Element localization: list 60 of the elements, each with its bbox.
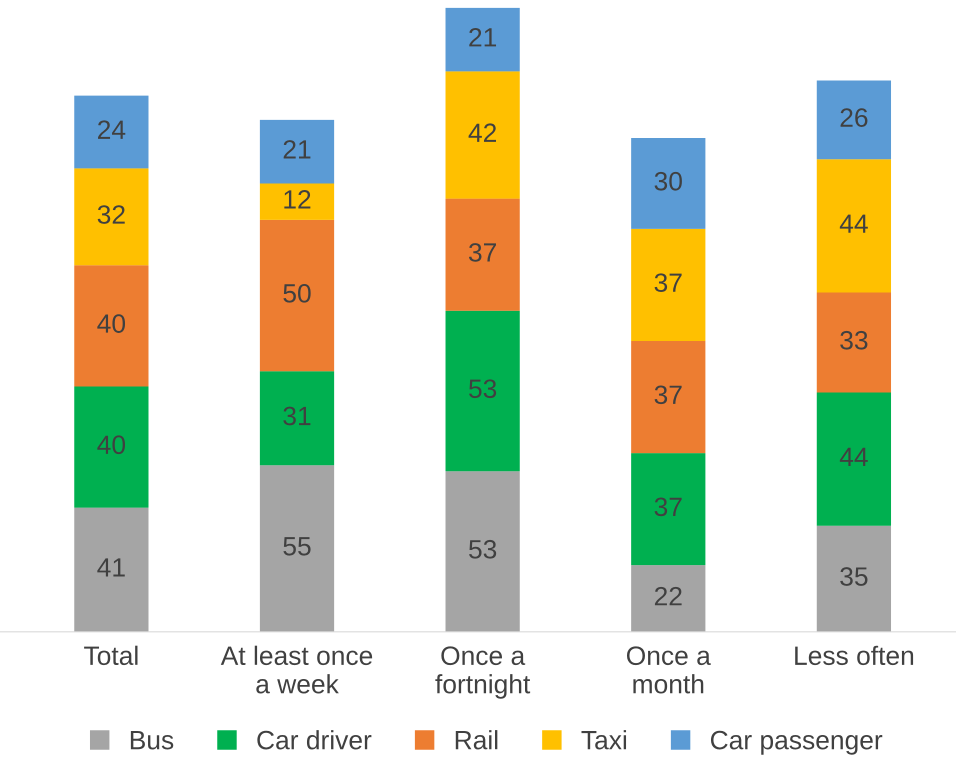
data-label: 24 [98, 120, 126, 139]
data-label: 55 [283, 537, 311, 556]
data-label: 53 [469, 379, 496, 398]
bar [446, 8, 520, 72]
bar [816, 292, 892, 392]
bar [631, 565, 706, 632]
data-label: 21 [469, 28, 496, 46]
bar [74, 386, 149, 508]
bar [74, 265, 149, 386]
data-label: 37 [654, 498, 682, 516]
x-tick-label: Total [84, 646, 138, 666]
bar [260, 120, 334, 184]
data-label: 37 [654, 385, 682, 404]
data-label: 50 [283, 284, 311, 303]
legend-label: Taxi [581, 730, 626, 750]
data-label: 44 [840, 214, 868, 233]
data-label: 44 [840, 448, 868, 466]
data-label: 42 [468, 123, 496, 142]
data-label: 53 [469, 540, 496, 559]
bar [446, 471, 520, 632]
data-label: 31 [283, 406, 310, 426]
bar [74, 168, 149, 266]
bar [631, 138, 706, 229]
data-label: 22 [654, 586, 682, 606]
bar [260, 465, 334, 632]
bar [260, 220, 334, 372]
bar [631, 228, 706, 342]
bar [446, 198, 520, 311]
data-label: 12 [284, 190, 310, 208]
data-label: 40 [97, 314, 126, 333]
x-tick-label: Once a month [626, 646, 711, 694]
bar [446, 310, 520, 472]
bar [260, 183, 334, 220]
x-tick-label: Less often [795, 646, 914, 666]
bar [446, 71, 520, 199]
data-label: 32 [98, 205, 125, 224]
bar [816, 159, 892, 293]
bar [260, 371, 334, 466]
x-tick-label: Once a fortnight [435, 646, 530, 699]
bar [631, 341, 706, 454]
data-label: 40 [97, 435, 126, 454]
bar [74, 96, 149, 168]
data-label: 33 [840, 330, 868, 350]
bar [74, 508, 149, 632]
x-tick-label: At least once a week [220, 646, 372, 694]
data-label: 21 [284, 140, 310, 159]
bar [816, 80, 892, 160]
data-label: 37 [654, 273, 682, 292]
data-label: 26 [840, 108, 868, 127]
bar [816, 392, 892, 526]
legend-label: Car passenger [710, 730, 882, 755]
legend-label: Bus [130, 731, 174, 750]
data-label: 30 [654, 172, 682, 191]
bar [816, 526, 892, 632]
data-label: 37 [468, 243, 496, 262]
legend-label: Car driver [257, 730, 372, 750]
bar [631, 453, 706, 566]
legend-label: Rail [456, 730, 498, 750]
data-label: 35 [840, 567, 868, 586]
data-label: 41 [97, 558, 125, 577]
